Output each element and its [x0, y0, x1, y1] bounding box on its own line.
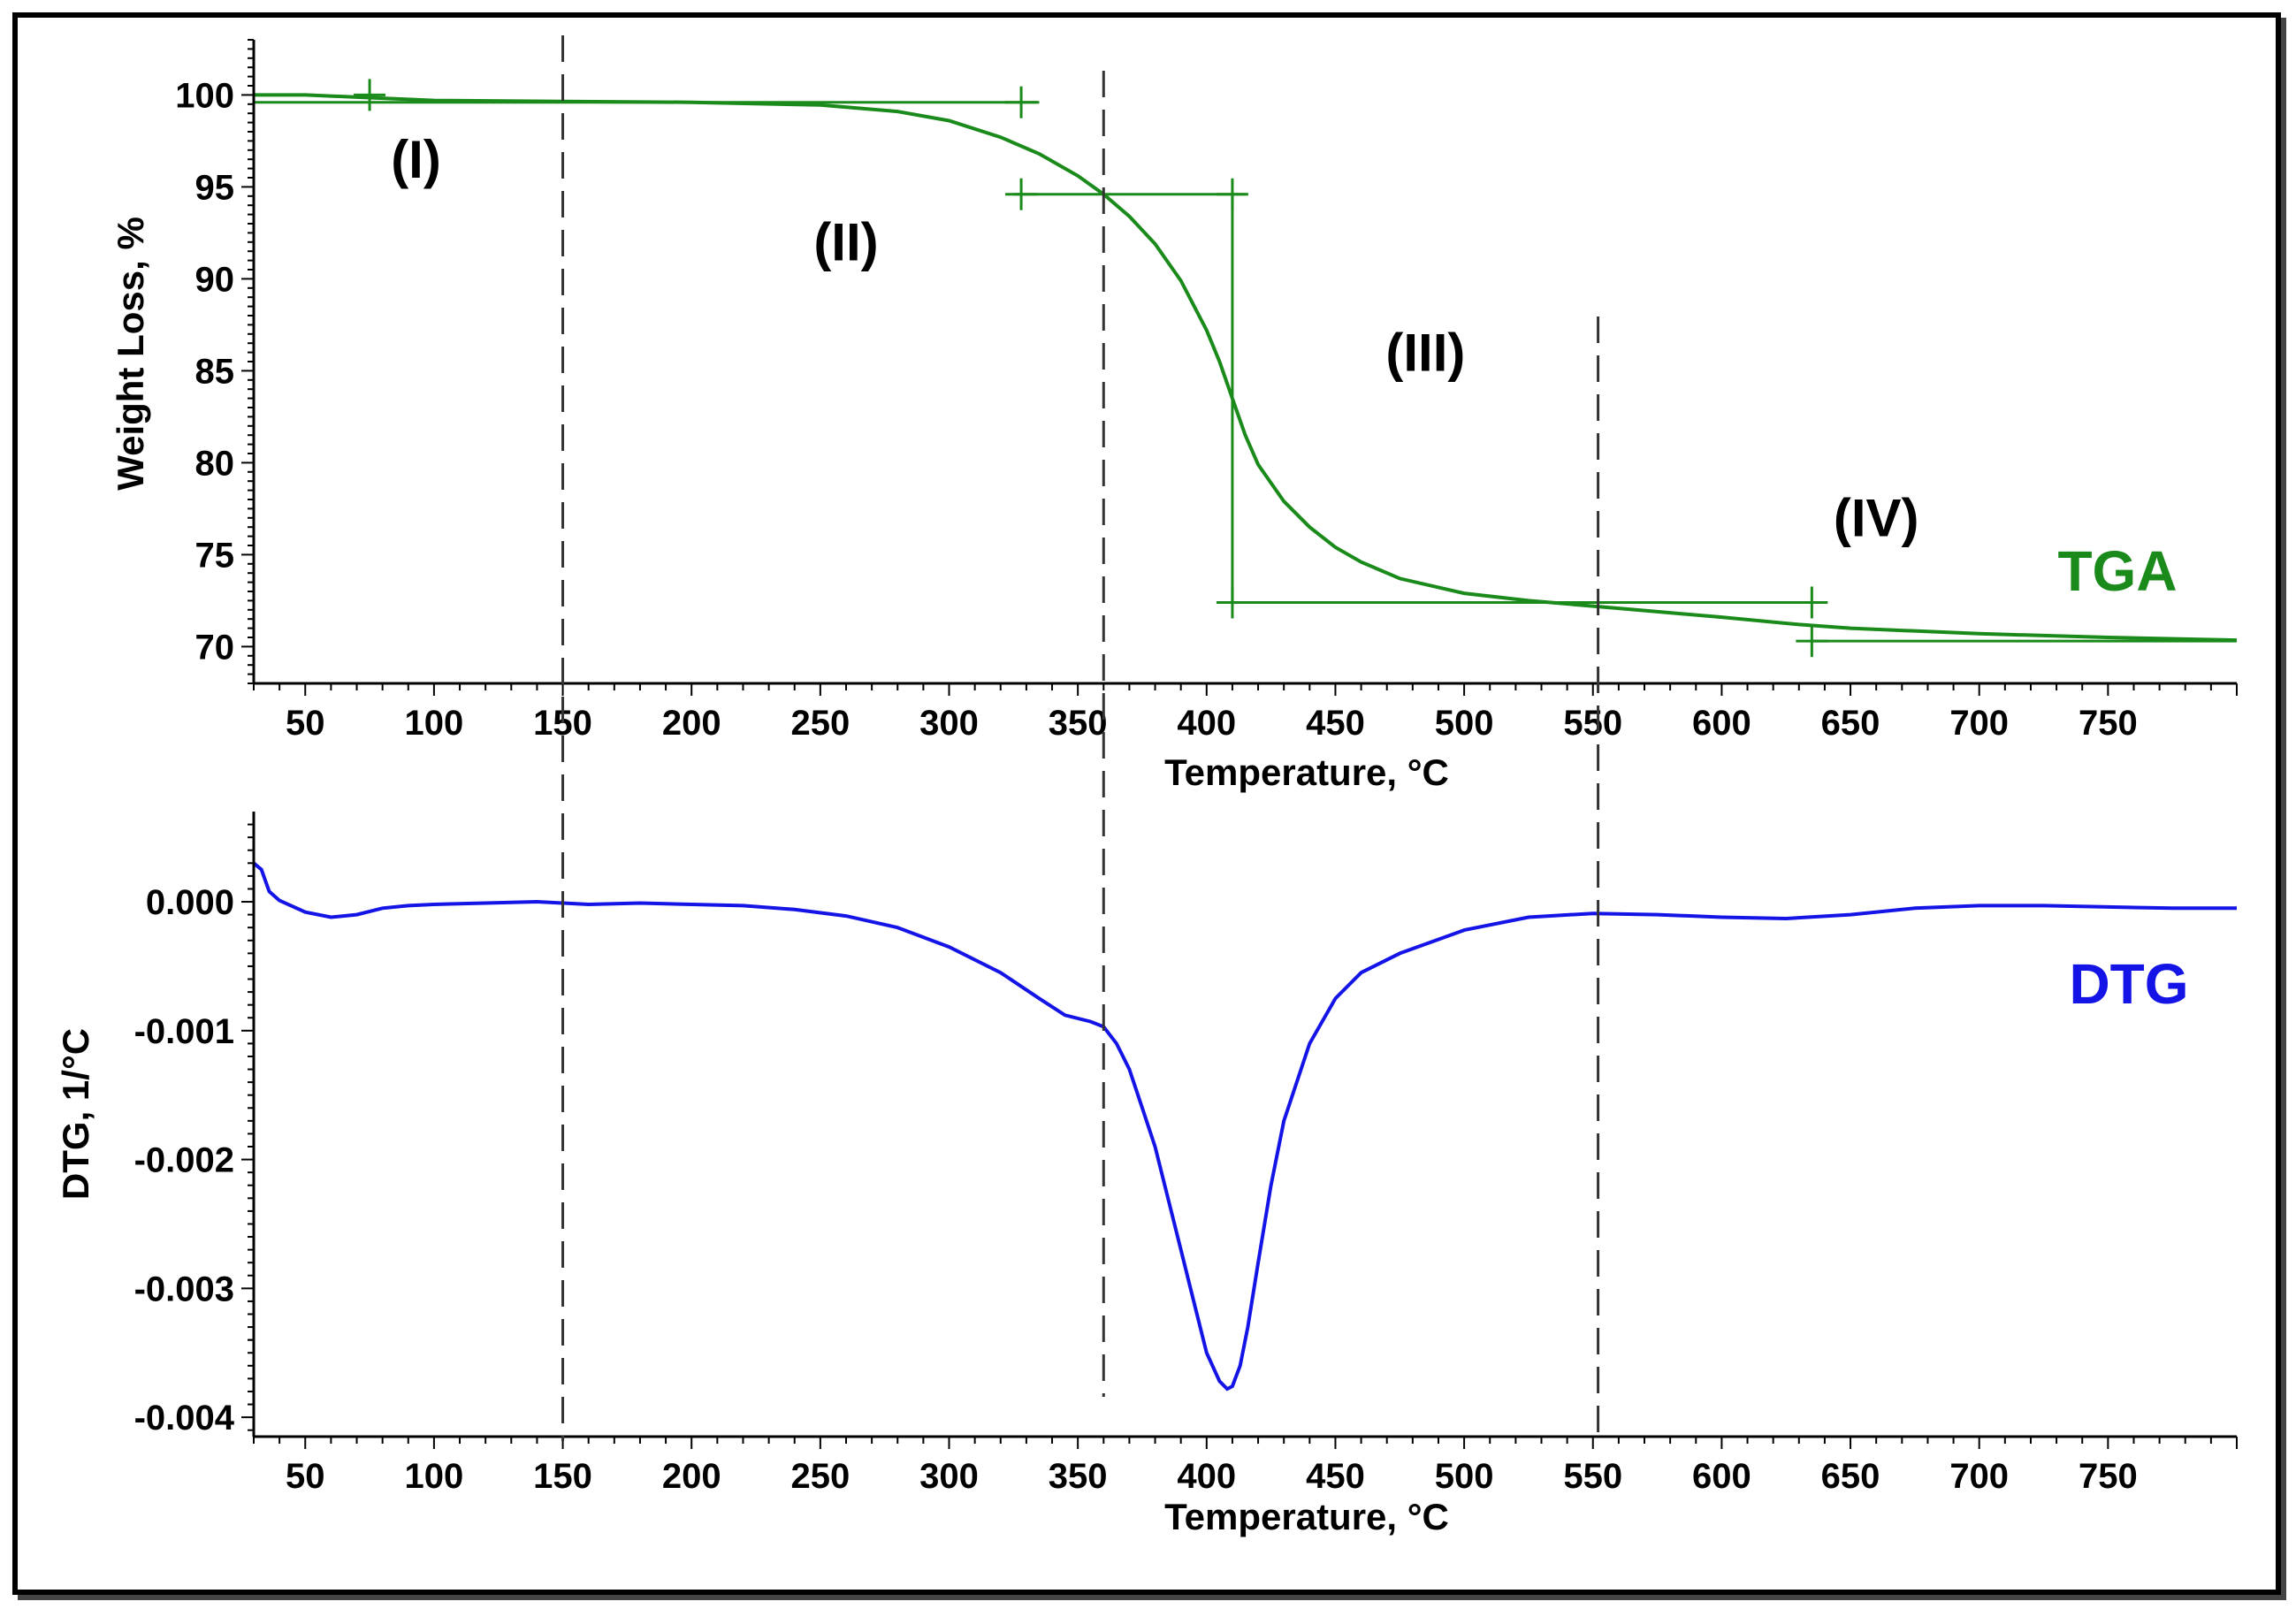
tga-cross-marker [1005, 178, 1038, 210]
tga-y-axis-title: Weight Loss, % [110, 217, 151, 491]
tga-y-tick-label: 95 [195, 168, 235, 207]
tga-series-label: TGA [2057, 539, 2177, 603]
dtg-x-tick-label: 350 [1049, 1457, 1108, 1496]
tga-x-tick-label: 50 [286, 704, 325, 743]
tga-x-axis-title: Temperature, °C [1164, 751, 1449, 793]
tga-x-tick-label: 400 [1177, 704, 1236, 743]
tga-x-tick-label: 100 [405, 704, 464, 743]
tga-y-tick-label: 85 [195, 352, 235, 391]
tga-x-tick-label: 250 [790, 704, 850, 743]
dtg-y-tick-label: -0.003 [134, 1270, 234, 1308]
tga-x-tick-label: 350 [1049, 704, 1108, 743]
tga-x-tick-label: 450 [1306, 704, 1365, 743]
dtg-series-label: DTG [2069, 952, 2188, 1016]
dtg-x-tick-label: 50 [286, 1457, 325, 1496]
dtg-x-tick-label: 750 [2079, 1457, 2138, 1496]
tga-cross-marker [1796, 625, 1828, 658]
tga-y-tick-label: 75 [195, 536, 235, 575]
dtg-y-tick-label: -0.004 [134, 1399, 235, 1437]
tga-tangent-lines [254, 101, 2237, 643]
dtg-ticks: 50 100 150 200 250 300 350 400 450 500 550 600 650 70… [134, 823, 2238, 1496]
dtg-x-tick-label: 100 [405, 1457, 464, 1496]
dtg-y-axis-title: DTG, 1/°C [55, 1028, 96, 1200]
tga-x-tick-label: 750 [2079, 704, 2138, 743]
tga-series-line [254, 93, 2238, 643]
region-label: (III) [1385, 323, 1465, 382]
dtg-x-tick-label: 500 [1435, 1457, 1494, 1496]
tga-ticks: 50 100 150 200 250 300 350 400 450 500 550 600 650 70… [175, 39, 2238, 743]
dtg-x-tick-label: 150 [533, 1457, 592, 1496]
dtg-x-tick-label: 250 [790, 1457, 850, 1496]
region-dividers [561, 35, 1600, 1441]
dtg-series-line [252, 861, 2237, 1392]
tga-region-labels: (I) (II) (III) (IV) [391, 130, 1918, 548]
tga-cross-marker [1005, 86, 1038, 118]
dtg-x-tick-label: 200 [662, 1457, 721, 1496]
tga-x-tick-label: 200 [662, 704, 721, 743]
tga-x-tick-label: 700 [1949, 704, 2009, 743]
tga-y-tick-label: 100 [175, 76, 234, 115]
dtg-x-axis-title: Temperature, °C [1164, 1496, 1449, 1537]
dtg-y-tick-label: 0.000 [146, 883, 234, 922]
tga-x-tick-label: 650 [1821, 704, 1880, 743]
dtg-panel: 50 100 150 200 250 300 350 400 450 500 550 600 650 70… [55, 812, 2238, 1537]
tga-cross-marker [1216, 586, 1248, 619]
dtg-x-tick-label: 600 [1692, 1457, 1751, 1496]
tga-y-tick-label: 90 [195, 260, 235, 299]
dtg-x-tick-label: 400 [1177, 1457, 1236, 1496]
figure-frame [12, 12, 2281, 1595]
dtg-y-tick-label: -0.002 [134, 1141, 234, 1180]
dtg-y-tick-label: -0.001 [134, 1012, 234, 1051]
tga-cross-marker [1796, 586, 1828, 619]
dtg-x-tick-label: 650 [1821, 1457, 1880, 1496]
tga-x-tick-label: 550 [1563, 704, 1622, 743]
tga-y-tick-label: 80 [195, 444, 235, 483]
tga-cross-marker [354, 79, 386, 111]
tga-y-tick-label: 70 [195, 628, 235, 667]
tga-markers [354, 79, 1828, 658]
dtg-x-tick-label: 450 [1306, 1457, 1365, 1496]
tga-x-tick-label: 500 [1435, 704, 1494, 743]
tga-cross-marker [1216, 178, 1248, 210]
dtg-x-tick-label: 700 [1949, 1457, 2009, 1496]
region-label: (IV) [1834, 489, 1919, 548]
tga-panel: 50 100 150 200 250 300 350 400 450 500 550 600 650 70… [110, 39, 2238, 793]
dtg-x-tick-label: 550 [1563, 1457, 1622, 1496]
tga-x-tick-label: 300 [919, 704, 979, 743]
dtg-x-tick-label: 300 [919, 1457, 979, 1496]
tga-x-tick-label: 600 [1692, 704, 1751, 743]
region-label: (I) [391, 130, 441, 189]
region-label: (II) [813, 213, 878, 272]
